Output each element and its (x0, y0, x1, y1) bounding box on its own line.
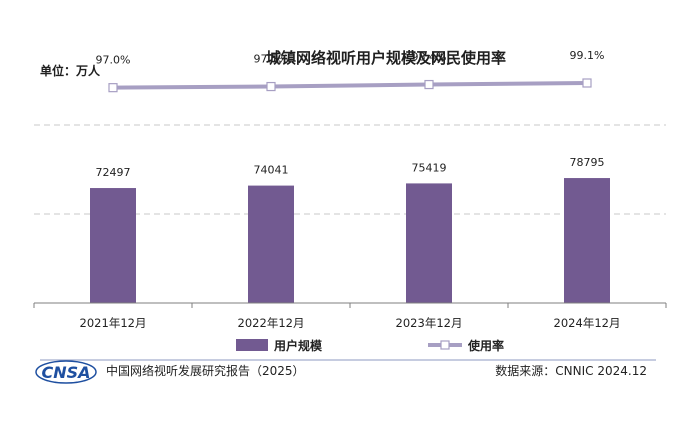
usage-rate-point (266, 81, 276, 92)
usage-rate-label: 97.0% (96, 54, 131, 67)
bar-value-label: 75419 (412, 161, 447, 174)
legend-bar-label: 用户规模 (273, 338, 323, 353)
usage-rate-label: 98.4% (412, 51, 447, 64)
bars-layer: 72497 74041 75419 78795 (90, 156, 610, 303)
cnsa-logo: CNSA (35, 360, 97, 384)
bar-2022年12月 (248, 185, 294, 303)
usage-rate-point (424, 79, 434, 90)
chart-title: 城镇网络视听用户规模及网民使用率 (266, 49, 506, 67)
legend-bar-swatch (236, 339, 268, 351)
legend-line-marker (440, 340, 450, 350)
usage-rate-label: 99.1% (570, 49, 605, 62)
category-labels: 2021年12月 2022年12月 2023年12月 2024年12月 (80, 316, 621, 330)
bar-2023年12月 (406, 183, 452, 303)
bar-2021年12月 (90, 188, 136, 303)
bar-2024年12月 (564, 178, 610, 303)
footer-source: 数据来源：CNNIC 2024.12 (495, 363, 647, 378)
category-label: 2024年12月 (554, 316, 621, 330)
usage-rate-line (112, 80, 588, 90)
category-label: 2021年12月 (80, 316, 147, 330)
bar-value-label: 74041 (254, 164, 289, 177)
usage-rate-point (582, 78, 592, 88)
bar-value-label: 78795 (570, 156, 605, 169)
x-axis-ticks (33, 303, 667, 308)
category-label: 2022年12月 (238, 316, 305, 330)
line-layer: 97.0% 97.5% 98.4% 99.1% (96, 49, 605, 93)
usage-rate-point (108, 83, 118, 93)
usage-rate-label: 97.5% (254, 53, 289, 66)
category-label: 2023年12月 (396, 316, 463, 330)
unit-label: 单位：万人 (40, 63, 101, 78)
footer-report-title: 中国网络视听发展研究报告（2025） (106, 363, 305, 378)
svg-text:CNSA: CNSA (41, 363, 90, 382)
bar-value-label: 72497 (96, 166, 131, 179)
legend-line-label: 使用率 (467, 338, 504, 353)
